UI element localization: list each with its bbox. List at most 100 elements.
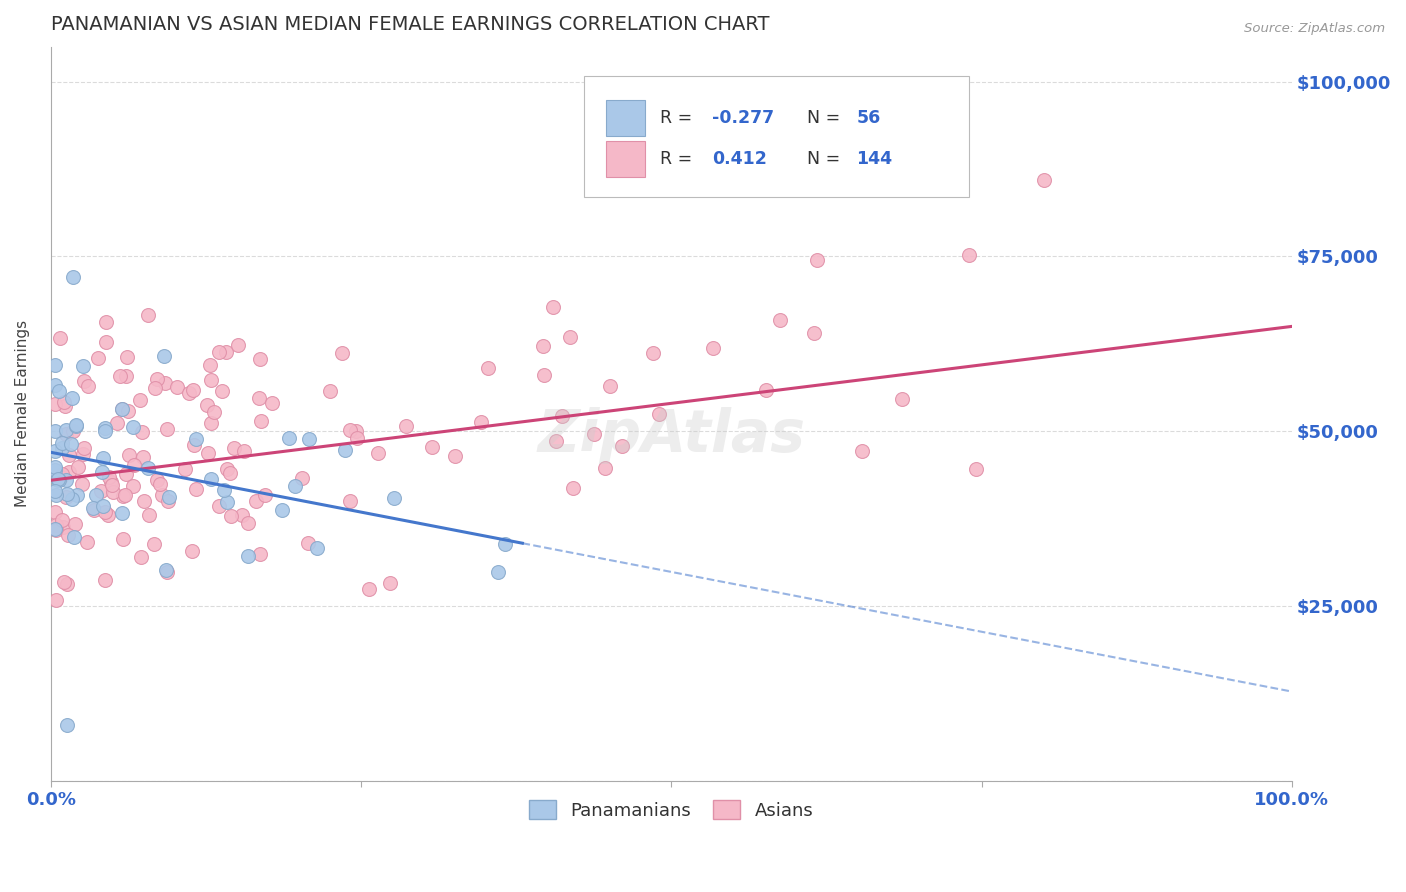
- Point: [63, 529, 86, 543]
- Point: [83, 503, 105, 517]
- FancyBboxPatch shape: [585, 76, 969, 197]
- Point: [232, 444, 254, 458]
- Point: [319, 384, 342, 399]
- Point: [52, 395, 75, 409]
- Point: [52, 574, 75, 589]
- Point: [53, 399, 76, 413]
- Text: 0.412: 0.412: [713, 150, 768, 168]
- Point: [44, 377, 66, 392]
- Point: [44, 424, 66, 438]
- Point: [112, 489, 135, 503]
- Point: [56, 718, 79, 732]
- Point: [533, 368, 555, 382]
- Point: [115, 467, 138, 481]
- Point: [67, 460, 90, 475]
- Point: [129, 550, 152, 565]
- Point: [202, 405, 225, 419]
- Point: [610, 439, 633, 453]
- Point: [359, 582, 381, 597]
- Point: [131, 425, 153, 439]
- Point: [97, 508, 120, 522]
- Point: [115, 350, 138, 364]
- Point: [48, 473, 70, 487]
- Point: [298, 432, 321, 446]
- Point: [236, 516, 259, 530]
- Point: [52, 519, 75, 533]
- Point: [477, 360, 499, 375]
- Point: [72, 359, 94, 373]
- Point: [45, 488, 67, 502]
- Point: [648, 407, 671, 421]
- Point: [215, 462, 238, 476]
- Text: 56: 56: [856, 109, 880, 127]
- Point: [58, 465, 80, 479]
- Point: [222, 442, 245, 456]
- Point: [219, 509, 242, 524]
- Point: [494, 537, 516, 551]
- Point: [211, 384, 233, 399]
- Point: [723, 159, 745, 173]
- Point: [45, 517, 67, 532]
- Point: [249, 414, 271, 428]
- Point: [63, 517, 86, 532]
- Point: [291, 471, 314, 485]
- Point: [217, 494, 239, 508]
- Point: [212, 483, 235, 497]
- Point: [156, 565, 179, 579]
- Point: [253, 487, 276, 501]
- Point: [136, 460, 159, 475]
- Point: [94, 425, 117, 439]
- Point: [122, 479, 145, 493]
- Point: [307, 541, 329, 556]
- Point: [208, 499, 231, 513]
- Point: [115, 369, 138, 384]
- FancyBboxPatch shape: [606, 100, 645, 136]
- Point: [443, 450, 465, 464]
- Point: [219, 467, 242, 481]
- Point: [94, 334, 117, 349]
- Point: [174, 462, 197, 476]
- Point: [965, 461, 987, 475]
- FancyBboxPatch shape: [606, 142, 645, 177]
- Point: [105, 416, 128, 430]
- Point: [339, 423, 361, 437]
- Point: [146, 372, 169, 386]
- Point: [49, 331, 72, 345]
- Text: R =: R =: [661, 109, 697, 127]
- Point: [117, 403, 139, 417]
- Point: [195, 398, 218, 412]
- Point: [891, 392, 914, 406]
- Point: [153, 349, 176, 363]
- Point: [98, 470, 121, 484]
- Point: [128, 393, 150, 408]
- Point: [330, 346, 353, 360]
- Point: [142, 537, 165, 551]
- Point: [55, 473, 77, 487]
- Point: [51, 441, 73, 455]
- Point: [94, 315, 117, 329]
- Point: [101, 478, 124, 492]
- Y-axis label: Median Female Earnings: Median Female Earnings: [15, 320, 30, 508]
- Point: [957, 248, 980, 262]
- Point: [149, 476, 172, 491]
- Point: [101, 485, 124, 500]
- Point: [143, 381, 166, 395]
- Point: [769, 313, 792, 327]
- Point: [44, 444, 66, 458]
- Point: [346, 431, 368, 445]
- Point: [208, 344, 231, 359]
- Point: [118, 448, 141, 462]
- Point: [46, 474, 69, 488]
- Point: [702, 342, 724, 356]
- Point: [260, 396, 283, 410]
- Point: [48, 384, 70, 398]
- Text: N =: N =: [807, 109, 845, 127]
- Point: [93, 499, 115, 513]
- Point: [582, 426, 605, 441]
- Point: [44, 483, 66, 498]
- Point: [641, 346, 664, 360]
- Legend: Panamanians, Asians: Panamanians, Asians: [522, 793, 821, 827]
- Point: [146, 473, 169, 487]
- Point: [51, 467, 73, 482]
- Point: [111, 506, 134, 520]
